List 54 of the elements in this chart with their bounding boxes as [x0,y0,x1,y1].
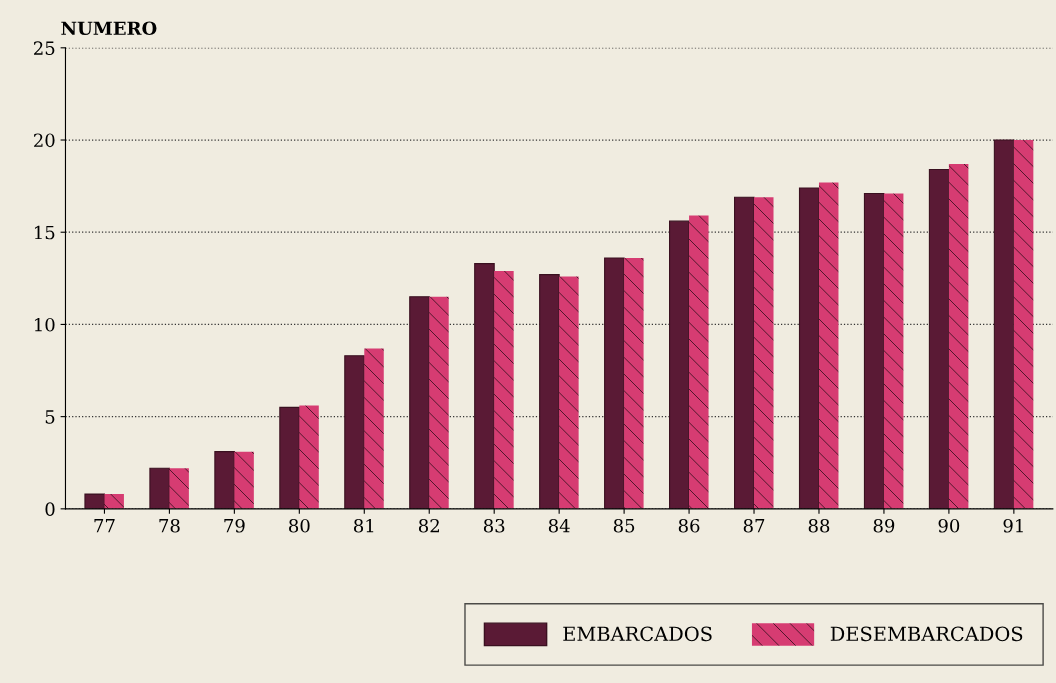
x-tick-label: 81 [354,518,374,533]
x-tick-label: 77 [94,519,115,533]
bar [494,270,514,509]
x-tick-label: 91 [1003,518,1023,533]
x-tick-label: 79 [224,518,245,533]
bar [409,296,430,509]
bar [234,451,254,509]
y-tick-label: 5 [45,410,55,424]
bar [798,187,820,509]
bar [104,494,124,509]
bar [1013,140,1034,509]
bar [84,493,106,509]
y-tick-label: 0 [45,502,55,516]
x-tick-label: 78 [159,518,180,533]
bar [948,163,969,509]
bar [539,274,560,509]
bar [429,296,449,509]
x-tick-label: 80 [289,518,310,533]
legend-label: EMBARCADOS [563,626,712,642]
y-tick-label: 10 [34,317,55,332]
bar [624,258,644,509]
bar [863,192,885,509]
bar [214,451,235,509]
bar [169,468,189,509]
bar [689,215,709,509]
bar [344,355,365,509]
bar [818,182,839,509]
bar [669,220,690,509]
x-tick-label: 85 [613,518,635,533]
x-tick-label: 86 [678,518,700,533]
bar [993,139,1015,509]
bar [364,348,384,509]
bar [883,193,904,509]
x-tick-label: 89 [873,518,895,533]
x-tick-label: 90 [938,518,960,533]
y-axis-title: NUMERO [61,21,157,36]
bar [733,196,755,509]
bar [604,257,625,509]
legend-label: DESEMBARCADOS [830,626,1023,642]
x-tick-label: 83 [483,518,505,533]
bar [754,197,774,509]
bar [299,405,319,509]
bar [279,406,300,509]
x-tick-label: 84 [548,518,570,533]
y-tick-label: 15 [34,225,55,240]
bar [928,168,950,509]
x-tick-label: 88 [808,518,830,533]
bar [149,467,170,509]
x-tick-label: 87 [743,518,765,533]
y-tick-label: 25 [34,41,55,55]
x-tick-label: 82 [418,518,439,533]
bar [559,276,579,509]
y-tick-label: 20 [34,133,55,148]
bar [474,263,495,509]
